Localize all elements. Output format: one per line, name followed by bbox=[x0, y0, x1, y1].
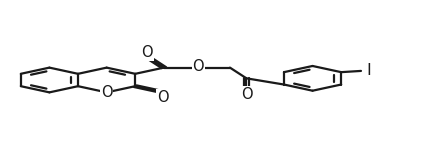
Text: O: O bbox=[241, 87, 252, 102]
Text: O: O bbox=[193, 59, 204, 74]
Text: O: O bbox=[157, 90, 168, 105]
Text: I: I bbox=[366, 63, 371, 78]
Text: O: O bbox=[101, 85, 113, 100]
Text: O: O bbox=[142, 45, 153, 60]
